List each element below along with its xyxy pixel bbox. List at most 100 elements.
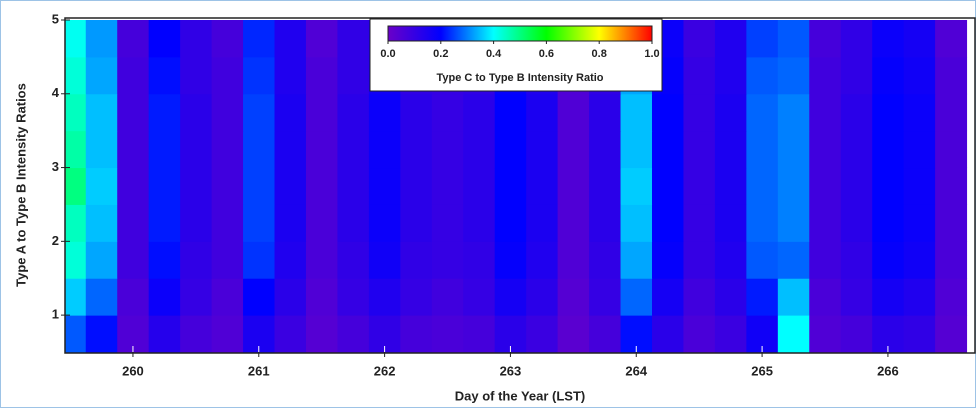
heatmap-cell	[305, 204, 338, 242]
heatmap-cell	[777, 241, 810, 279]
colorbar-tick-label: 0.8	[592, 48, 607, 60]
heatmap-cell	[274, 167, 307, 205]
heatmap-cell	[840, 241, 873, 279]
y-tick-label: 2	[52, 233, 59, 248]
heatmap-cell	[526, 167, 559, 205]
heatmap-cell	[463, 167, 496, 205]
heatmap-cell	[65, 20, 87, 58]
heatmap-cell	[463, 204, 496, 242]
heatmap-cell	[589, 315, 622, 353]
heatmap-cell	[714, 204, 747, 242]
heatmap-cell	[211, 56, 244, 95]
plot-border	[64, 17, 976, 354]
heatmap-cell	[840, 130, 873, 169]
heatmap-cell	[935, 315, 968, 353]
heatmap-cell	[305, 241, 338, 279]
heatmap-cell	[746, 278, 779, 316]
heatmap-cell	[494, 130, 527, 169]
heatmap-cell	[526, 241, 559, 279]
heatmap-cell	[683, 56, 716, 95]
heatmap-cell	[557, 278, 590, 316]
heatmap-cell	[777, 20, 810, 58]
heatmap-cell	[431, 204, 464, 242]
heatmap-cell	[243, 167, 276, 205]
heatmap-cell	[65, 130, 87, 169]
heatmap-cell	[211, 278, 244, 316]
heatmap-cell	[683, 278, 716, 316]
heatmap-cell	[337, 315, 370, 353]
heatmap-cell	[557, 241, 590, 279]
heatmap-cell	[651, 93, 684, 132]
heatmap-cell	[431, 93, 464, 132]
heatmap-cell	[714, 56, 747, 95]
heatmap-cell	[809, 130, 842, 169]
heatmap-cell	[872, 241, 905, 279]
heatmap-cell	[305, 20, 338, 58]
heatmap-cell	[431, 278, 464, 316]
heatmap-cell	[431, 315, 464, 353]
heatmap-cell	[840, 20, 873, 58]
heatmap-cell	[85, 130, 118, 169]
heatmap-cell	[463, 315, 496, 353]
heatmap-cell	[589, 167, 622, 205]
heatmap-cell	[494, 167, 527, 205]
heatmap-cell	[935, 241, 968, 279]
heatmap-cell	[180, 315, 213, 353]
heatmap-cell	[903, 241, 936, 279]
heatmap-cell	[211, 241, 244, 279]
heatmap-cell	[148, 93, 181, 132]
heatmap-cell	[368, 204, 401, 242]
heatmap-cell	[809, 167, 842, 205]
heatmap-cell	[494, 204, 527, 242]
heatmap-cell	[746, 130, 779, 169]
heatmap-cell	[337, 278, 370, 316]
colorbar-label: Type C to Type B Intensity Ratio	[436, 72, 603, 84]
heatmap-cell	[85, 278, 118, 316]
heatmap-cell	[337, 167, 370, 205]
heatmap-cell	[274, 204, 307, 242]
heatmap-cell	[777, 93, 810, 132]
x-tick-label: 266	[877, 363, 899, 378]
heatmap-cell	[305, 130, 338, 169]
heatmap-cell	[620, 241, 653, 279]
heatmap-cell	[840, 93, 873, 132]
heatmap-cell	[714, 130, 747, 169]
heatmap-cell	[777, 167, 810, 205]
heatmap-cell	[746, 20, 779, 58]
heatmap-cell	[935, 130, 968, 169]
heatmap-cell	[337, 20, 370, 58]
heatmap-cell	[463, 278, 496, 316]
heatmap-cell	[651, 130, 684, 169]
heatmap-cell	[620, 204, 653, 242]
heatmap-cell	[683, 167, 716, 205]
heatmap-cell	[274, 278, 307, 316]
heatmap-cell	[840, 278, 873, 316]
heatmap-cell	[872, 20, 905, 58]
heatmap-cell	[117, 167, 150, 205]
x-tick-label: 264	[625, 363, 647, 378]
heatmap-cell	[935, 278, 968, 316]
heatmap-cell	[305, 167, 338, 205]
x-tick-label: 262	[374, 363, 396, 378]
heatmap-cell	[305, 93, 338, 132]
heatmap-cell	[840, 56, 873, 95]
heatmap-cell	[65, 167, 87, 205]
heatmap-cell	[337, 93, 370, 132]
heatmap-cell	[400, 241, 433, 279]
heatmap-cell	[872, 130, 905, 169]
heatmap-cell	[651, 167, 684, 205]
heatmap-cell	[211, 93, 244, 132]
heatmap-cell	[746, 93, 779, 132]
heatmap-cell	[777, 204, 810, 242]
heatmap-cell	[746, 56, 779, 95]
heatmap-cell	[683, 20, 716, 58]
heatmap-cell	[180, 56, 213, 95]
heatmap-cell	[148, 56, 181, 95]
heatmap-cell	[777, 56, 810, 95]
heatmap-cell	[274, 93, 307, 132]
heatmap-cell	[211, 204, 244, 242]
heatmap-cell	[777, 278, 810, 316]
heatmap-cell	[368, 93, 401, 132]
y-tick-label: 5	[52, 11, 59, 26]
